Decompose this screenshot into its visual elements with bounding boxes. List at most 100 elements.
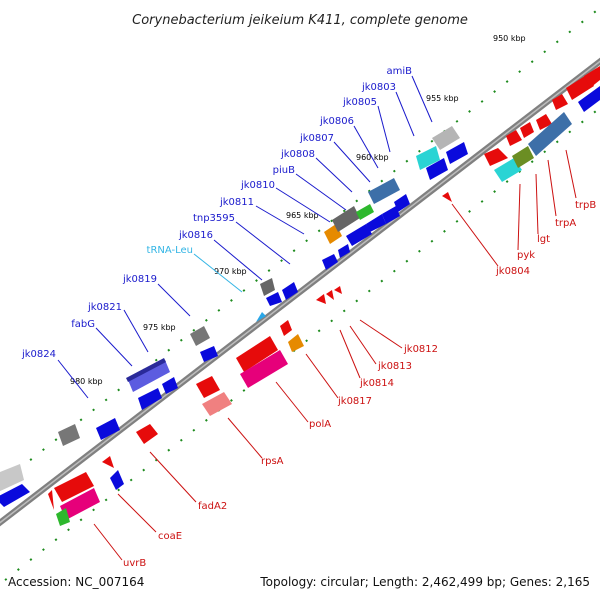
reverse-leaders [93, 149, 577, 561]
gene-forward [162, 377, 178, 394]
gene-reverse [512, 146, 534, 168]
gene-forward [0, 464, 24, 492]
forward-labels: amiB jk0803 jk0805 jk0806 jk0807 jk0808 … [21, 66, 412, 360]
gene-label-jk0806: jk0806 [319, 116, 354, 127]
gene-label-jk0816: jk0816 [178, 230, 213, 241]
gene-label-jk0812: jk0812 [403, 344, 438, 355]
gene-forward [58, 424, 80, 446]
gene-reverse [494, 158, 522, 182]
gene-forward [394, 194, 410, 212]
gene-forward [338, 244, 350, 258]
gene-label-jk0813: jk0813 [377, 361, 412, 372]
gene-label-uvrB: uvrB [123, 558, 146, 569]
gene-rpsA [202, 392, 232, 416]
gene-fadA2 [136, 424, 158, 444]
reverse-labels: trpB trpA lgt pyk jk0804 jk0812 jk0813 j… [123, 200, 596, 569]
gene-reverse [288, 334, 304, 352]
gene-label-jk0803: jk0803 [361, 82, 396, 93]
gene-polA [236, 336, 278, 372]
tick-label: 980 kbp [70, 377, 103, 386]
gene-forward [138, 388, 162, 410]
gene-label-fadA2: fadA2 [198, 501, 227, 512]
gene-forward [322, 254, 338, 270]
gene-forward [0, 484, 30, 507]
gene-forward [282, 282, 298, 300]
gene-polA [240, 350, 288, 388]
gene-forward [432, 126, 460, 150]
gene-forward [446, 142, 468, 164]
gene-label-lgt: lgt [537, 234, 550, 245]
gene-label-tnp3595: tnp3595 [193, 213, 235, 224]
gene-reverse [316, 294, 326, 304]
gene-label-polA: polA [309, 419, 331, 430]
gene-label-jk0808: jk0808 [280, 149, 315, 160]
gene-reverse [196, 376, 220, 398]
gene-forward [260, 278, 275, 296]
gene-forward [190, 326, 210, 346]
forward-leaders [57, 75, 433, 399]
tick-label: 955 kbp [426, 94, 459, 103]
gene-label-jk0814: jk0814 [359, 378, 394, 389]
gene-label-rpsA: rpsA [261, 456, 284, 467]
gene-label-jk0811: jk0811 [219, 197, 254, 208]
gene-uvrB [60, 488, 100, 520]
gene-label-coaE: coaE [158, 531, 182, 542]
gene-forward [366, 214, 386, 232]
tick-labels: 950 kbp 955 kbp 960 kbp 965 kbp 970 kbp … [70, 34, 526, 386]
reverse-genes [48, 66, 600, 526]
gene-label-jk0821: jk0821 [87, 302, 122, 313]
gene-forward [346, 224, 372, 246]
gene-label-trpB: trpB [575, 200, 596, 211]
gene-label-jk0810: jk0810 [240, 180, 275, 191]
tick-label: 965 kbp [286, 211, 319, 220]
gene-reverse [484, 148, 508, 166]
gene-label-jk0804: jk0804 [495, 266, 530, 277]
gene-forward [200, 346, 218, 362]
gene-forward [356, 204, 374, 220]
gene-reverse [506, 130, 522, 146]
gene-reverse [54, 472, 94, 502]
gene-fabG [128, 360, 170, 392]
gene-forward [332, 206, 360, 232]
gene-reverse [536, 114, 552, 130]
map-title: Corynebacterium jeikeium K411, complete … [132, 13, 468, 28]
gene-reverse [334, 286, 342, 294]
gene-forward [578, 86, 600, 112]
gene-label-trpA: trpA [555, 218, 576, 229]
gene-label-jk0805: jk0805 [342, 97, 377, 108]
gene-forward [382, 206, 400, 224]
gene-forward [266, 292, 282, 306]
gene-reverse [280, 320, 292, 336]
gene-reverse [520, 122, 534, 138]
gene-label-trna-leu: tRNA-Leu [147, 245, 193, 256]
gene-forward [426, 158, 448, 180]
tick-label: 975 kbp [143, 323, 176, 332]
trna-leu [256, 312, 266, 322]
gene-label-jk0824: jk0824 [21, 349, 56, 360]
gene-label-fabG: fabG [71, 319, 95, 330]
gene-label-amiB: amiB [386, 66, 412, 77]
gene-jk0804 [442, 192, 452, 202]
gene-label-jk0807: jk0807 [299, 133, 334, 144]
tick-label: 950 kbp [493, 34, 526, 43]
gene-label-pyk: pyk [517, 250, 535, 261]
gene-reverse [528, 112, 572, 156]
gene-reverse [326, 290, 334, 300]
gene-label-piuB: piuB [273, 165, 295, 176]
gene-coaE [110, 470, 124, 490]
gene-forward [368, 178, 400, 204]
gene-forward [416, 146, 440, 170]
genome-stats: Topology: circular; Length: 2,462,499 bp… [259, 575, 590, 589]
tick-label: 970 kbp [214, 267, 247, 276]
gene-label-jk0819: jk0819 [122, 274, 157, 285]
accession: Accession: NC_007164 [8, 575, 144, 589]
forward-genes [0, 86, 600, 507]
outer-ruler [0, 6, 600, 486]
gene-reverse [584, 66, 600, 88]
gene-label-jk0817: jk0817 [337, 396, 372, 407]
gene-reverse [102, 456, 114, 468]
gene-forward [96, 418, 120, 440]
gene-reverse [552, 94, 568, 110]
